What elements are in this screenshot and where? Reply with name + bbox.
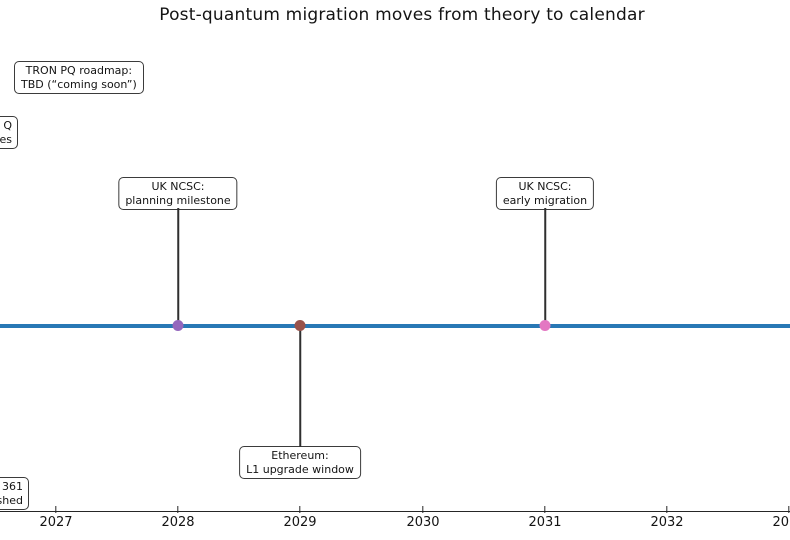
x-axis-line [0, 511, 790, 513]
callout-line: Ethereum: [271, 449, 329, 462]
note-line: TRON PQ roadmap: [25, 64, 133, 77]
connector-2029 [299, 327, 301, 447]
event-marker-2029 [294, 320, 306, 331]
note-line: es [0, 132, 12, 146]
event-marker-2031 [539, 320, 551, 331]
callout-uk-ncsc-early-migration: UK NCSC: early migration [495, 177, 595, 210]
connector-2028 [177, 208, 179, 325]
x-axis-tick [422, 506, 424, 513]
x-axis-tick [55, 506, 57, 513]
note-line: 361 [2, 480, 23, 493]
callout-line: UK NCSC: [518, 180, 572, 193]
x-axis-tick [666, 506, 668, 513]
x-tick-label-2027: 2027 [39, 515, 73, 530]
note-left-edge-clipped: Q es [0, 116, 18, 149]
x-tick-label-2032: 2032 [650, 515, 684, 530]
x-tick-label-2029: 2029 [283, 515, 317, 530]
x-tick-label-2028: 2028 [161, 515, 195, 530]
x-tick-label-2031: 2031 [528, 515, 562, 530]
x-tick-label-2033: 2033 [772, 515, 790, 530]
note-line: shed [0, 493, 23, 507]
timeline-baseline [0, 323, 790, 328]
x-axis-tick [544, 506, 546, 513]
x-axis-tick [177, 506, 179, 513]
note-tron-pq-roadmap: TRON PQ roadmap: TBD (“coming soon”) [14, 61, 144, 94]
connector-2031 [544, 208, 546, 325]
callout-uk-ncsc-planning: UK NCSC: planning milestone [118, 177, 238, 210]
note-line: TBD (“coming soon”) [21, 77, 137, 91]
x-axis-tick [788, 506, 790, 513]
callout-line: early migration [502, 193, 588, 207]
callout-line: UK NCSC: [151, 180, 205, 193]
chart-title: Post-quantum migration moves from theory… [159, 5, 645, 25]
x-axis-tick [299, 506, 301, 513]
event-marker-2028 [172, 320, 184, 331]
callout-line: L1 upgrade window [246, 462, 354, 476]
note-bottom-left-clipped: 361 shed [0, 477, 29, 510]
x-tick-label-2030: 2030 [406, 515, 440, 530]
callout-ethereum-l1-upgrade: Ethereum: L1 upgrade window [239, 446, 361, 479]
callout-line: planning milestone [125, 193, 231, 207]
note-line: Q [3, 119, 12, 132]
